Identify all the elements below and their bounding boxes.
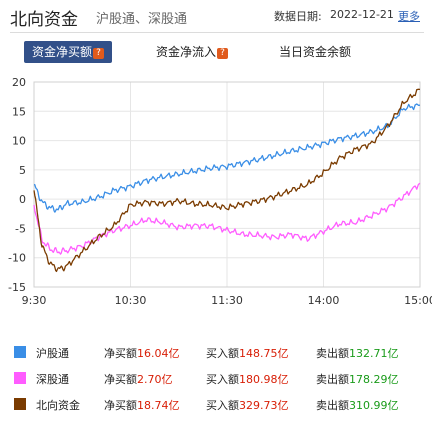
legend-row-sz: 深股通 净买额2.70亿 买入额180.98亿 卖出额178.29亿 — [10, 368, 422, 390]
sell-label: 卖出额 — [316, 399, 349, 412]
x-axis-ticks: 9:30 10:30 11:30 14:00 15:00 — [22, 294, 432, 307]
tab-net-inflow-label: 资金净流入 — [156, 45, 217, 59]
buy-value: 180.98亿 — [239, 373, 289, 386]
header: 北向资金 沪股通、深股通 数据日期: 2022-12-21 更多 — [0, 0, 432, 30]
y-tick-label: 5 — [19, 164, 26, 177]
tab-net-inflow[interactable]: 资金净流入? — [156, 43, 229, 60]
tab-bar: 资金净买额? 资金净流入? 当日资金余额 — [0, 37, 432, 63]
help-icon[interactable]: ? — [217, 48, 229, 59]
legend-row-north: 北向资金 净买额18.74亿 买入额329.73亿 卖出额310.99亿 — [10, 394, 422, 416]
net-label: 净买额 — [104, 399, 137, 412]
sell-label: 卖出额 — [316, 347, 349, 360]
x-tick-label: 9:30 — [22, 294, 47, 307]
sell-value: 132.71亿 — [349, 347, 399, 360]
buy-value: 148.75亿 — [239, 347, 289, 360]
series-line-2 — [33, 88, 421, 273]
x-tick-label: 15:00 — [404, 294, 432, 307]
tab-net-buy-label: 资金净买额 — [32, 45, 93, 59]
y-tick-label: 15 — [12, 105, 26, 118]
legend-swatch — [14, 398, 26, 410]
chart-grid — [33, 81, 421, 288]
tab-net-buy[interactable]: 资金净买额? — [24, 41, 113, 63]
legend: 沪股通 净买额16.04亿 买入额148.75亿 卖出额132.71亿 深股通 … — [10, 340, 422, 416]
net-value: 16.04亿 — [137, 347, 180, 360]
date-label: 数据日期: — [274, 10, 322, 23]
legend-name: 沪股通 — [36, 347, 69, 360]
legend-name: 深股通 — [36, 373, 69, 386]
sell-value: 310.99亿 — [349, 399, 399, 412]
y-tick-label: 0 — [19, 193, 26, 206]
x-tick-label: 14:00 — [308, 294, 340, 307]
y-tick-label: 20 — [12, 76, 26, 89]
tab-daily-balance-label: 当日资金余额 — [279, 45, 352, 59]
buy-label: 买入额 — [206, 347, 239, 360]
series-line-0 — [33, 103, 421, 213]
series-line-1 — [33, 182, 421, 255]
buy-value: 329.73亿 — [239, 399, 289, 412]
page-title: 北向资金 — [10, 10, 78, 30]
chart-series — [33, 88, 421, 273]
date-value: 2022-12-21 — [330, 8, 394, 21]
page-subtitle: 沪股通、深股通 — [96, 12, 188, 27]
y-tick-label: 10 — [12, 135, 26, 148]
legend-swatch — [14, 346, 26, 358]
y-tick-label: -10 — [8, 252, 26, 265]
buy-label: 买入额 — [206, 399, 239, 412]
help-icon[interactable]: ? — [93, 48, 105, 59]
legend-row-sh: 沪股通 净买额16.04亿 买入额148.75亿 卖出额132.71亿 — [10, 342, 422, 364]
buy-label: 买入额 — [206, 373, 239, 386]
sell-label: 卖出额 — [316, 373, 349, 386]
y-tick-label: -15 — [8, 281, 26, 294]
x-tick-label: 10:30 — [115, 294, 147, 307]
net-label: 净买额 — [104, 373, 137, 386]
net-label: 净买额 — [104, 347, 137, 360]
y-tick-label: -5 — [15, 222, 26, 235]
x-tick-label: 11:30 — [211, 294, 243, 307]
more-link[interactable]: 更多 — [398, 10, 420, 23]
legend-swatch — [14, 372, 26, 384]
sell-value: 178.29亿 — [349, 373, 399, 386]
legend-name: 北向资金 — [36, 399, 80, 412]
header-divider — [10, 32, 424, 33]
y-axis-ticks: 20 15 10 5 0 -5 -10 -15 — [8, 76, 26, 294]
net-value: 18.74亿 — [137, 399, 180, 412]
tab-daily-balance[interactable]: 当日资金余额 — [279, 43, 351, 60]
line-chart: 20 15 10 5 0 -5 -10 -15 9:30 10:30 11:30 14:00 15:0… — [8, 76, 432, 307]
net-value: 2.70亿 — [137, 373, 173, 386]
